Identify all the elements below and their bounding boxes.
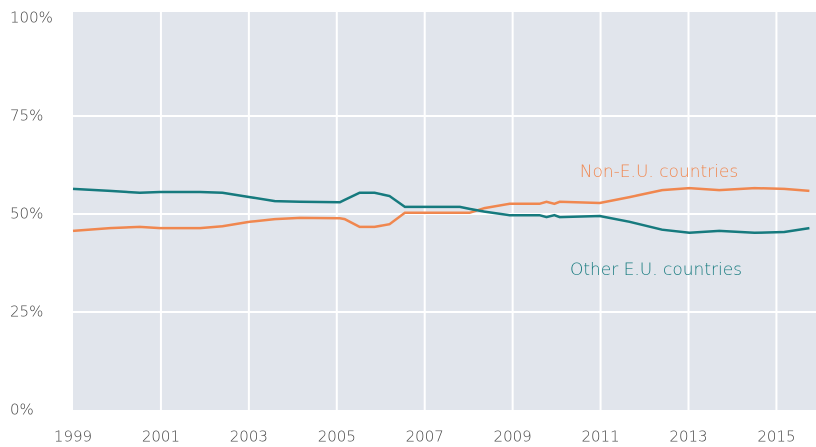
- line: [72, 187, 810, 235]
- x-tick-label: 2009: [494, 428, 532, 446]
- line: [72, 186, 810, 233]
- x-tick-label: 2007: [406, 428, 444, 446]
- x-tick-label: 2015: [757, 428, 795, 446]
- y-tick-label: 0%: [10, 401, 34, 419]
- x-tick-label: 2011: [581, 428, 619, 446]
- x-tick-label: 2003: [230, 428, 268, 446]
- series-label: Other E.U. countries: [570, 260, 742, 280]
- y-tick-label: 50%: [10, 205, 43, 223]
- y-tick-label: 25%: [10, 303, 43, 321]
- x-tick-label: 2001: [142, 428, 180, 446]
- y-tick-label: 100%: [10, 9, 53, 27]
- series-label: Non-E.U. countries: [580, 162, 738, 182]
- plot-background: [73, 12, 816, 410]
- x-tick-label: 2013: [669, 428, 707, 446]
- x-tick-label: 1999: [54, 428, 92, 446]
- y-tick-label: 75%: [10, 107, 43, 125]
- x-tick-label: 2005: [318, 428, 356, 446]
